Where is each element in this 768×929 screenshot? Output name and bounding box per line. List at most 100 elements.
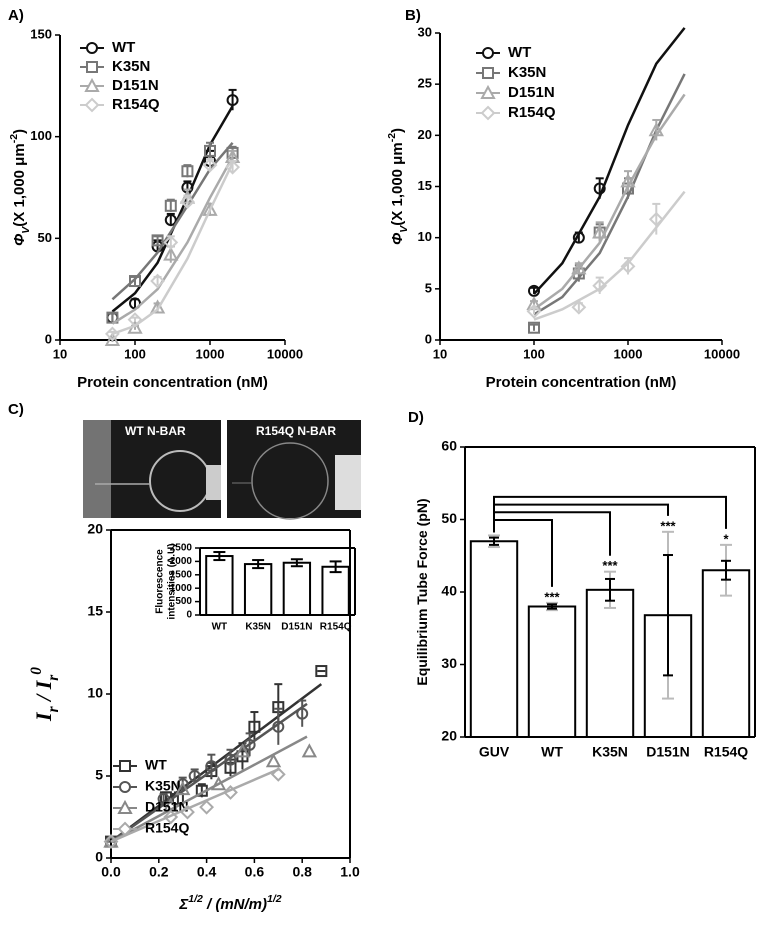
panel-label: B) xyxy=(405,7,421,24)
x-tick-label: 100 xyxy=(523,346,545,361)
label-part: 0 xyxy=(28,667,45,675)
y-axis-label: intensities (A.U) xyxy=(167,543,178,619)
x-tick-label: 10 xyxy=(433,346,447,361)
marker xyxy=(103,834,119,850)
y-tick-label: 0 xyxy=(45,331,52,346)
marker xyxy=(210,776,227,791)
legend-marker xyxy=(117,799,133,814)
x-tick-label: 1.0 xyxy=(340,864,360,880)
fit-line xyxy=(111,141,234,301)
x-tick-label: WT xyxy=(212,622,228,633)
label-part: / (mN/m) xyxy=(203,896,267,913)
bar xyxy=(282,561,312,616)
legend-marker xyxy=(84,97,100,113)
bar xyxy=(585,588,635,739)
marker xyxy=(243,738,256,751)
y-axis-label: Fluorescence xyxy=(155,549,166,614)
y-tick-label: 0 xyxy=(425,331,432,346)
x-tick-label: GUV xyxy=(479,744,510,760)
y-tick-label: 1500 xyxy=(170,569,193,580)
pipette xyxy=(335,455,361,510)
legend-marker xyxy=(482,47,494,59)
x-tick-label: R154Q xyxy=(320,622,352,633)
x-axis-label: Σ1/2 / (mN/m)1/2 xyxy=(178,893,281,913)
x-tick-label: 10000 xyxy=(267,346,303,361)
marker xyxy=(199,799,215,815)
y-tick-label: 0 xyxy=(95,849,103,865)
y-tick-label: 5 xyxy=(425,280,432,295)
marker xyxy=(163,809,179,825)
marker xyxy=(104,331,121,346)
legend-label: WT xyxy=(508,44,531,61)
marker xyxy=(181,165,194,178)
y-tick-label: 5 xyxy=(95,767,103,783)
marker xyxy=(571,260,587,275)
label-part: Equilibrium Tube Force (pN) xyxy=(414,498,430,685)
marker xyxy=(202,201,218,216)
legend-marker xyxy=(480,105,496,121)
y-tick-label: 50 xyxy=(38,230,52,245)
label-part: -2 xyxy=(386,133,398,142)
x-tick-label: 0.8 xyxy=(292,864,312,880)
fit-line xyxy=(111,162,234,336)
marker xyxy=(301,743,318,758)
marker xyxy=(163,246,179,261)
marker xyxy=(593,182,606,195)
marker xyxy=(164,214,177,227)
marker xyxy=(127,312,143,328)
x-tick-label: K35N xyxy=(592,744,628,760)
label-part: 1/2 xyxy=(267,893,282,905)
legend-marker xyxy=(86,42,98,54)
y-tick-label: 1000 xyxy=(170,583,193,594)
marker xyxy=(223,784,238,800)
legend-marker xyxy=(86,61,98,73)
y-tick-label: 50 xyxy=(441,510,457,526)
marker xyxy=(270,766,286,782)
legend-label: WT xyxy=(145,757,167,773)
error-bar xyxy=(250,711,259,742)
marker xyxy=(571,299,587,315)
y-axis-label: ΦV(X 1,000 μm-2) xyxy=(386,128,410,245)
error-bar xyxy=(228,88,237,111)
error-bar xyxy=(721,559,731,581)
marker xyxy=(224,753,237,766)
y-tick-label: 20 xyxy=(441,728,457,744)
y-tick-label: 150 xyxy=(30,26,52,41)
fit-line xyxy=(533,93,686,311)
legend-marker xyxy=(119,760,131,772)
legend-marker xyxy=(119,781,131,793)
marker xyxy=(205,760,218,773)
micrograph-label: R154Q N-BAR xyxy=(256,424,336,438)
legend-label: D151N xyxy=(145,799,189,815)
x-tick-label: D151N xyxy=(646,744,690,760)
legend-label: R154Q xyxy=(145,820,189,836)
y-tick-label: 10 xyxy=(87,685,103,701)
error-bar xyxy=(298,699,307,727)
legend-label: K35N xyxy=(145,778,181,794)
marker xyxy=(265,753,282,768)
x-tick-label: R154Q xyxy=(704,744,748,760)
significance: *** xyxy=(544,589,560,604)
marker xyxy=(226,94,239,107)
significance: *** xyxy=(660,518,676,533)
label-part: Φ xyxy=(11,233,28,246)
y-tick-label: 25 xyxy=(418,76,432,91)
error-bar xyxy=(652,202,661,235)
legend-label: K35N xyxy=(112,58,150,75)
x-tick-label: 1000 xyxy=(196,346,225,361)
error-bar xyxy=(274,707,283,745)
error-bar xyxy=(213,551,226,562)
error-bar xyxy=(595,177,604,199)
error-bar xyxy=(663,554,673,677)
marker xyxy=(528,321,540,334)
error-bar xyxy=(207,753,216,778)
marker xyxy=(592,224,608,239)
label-part: Σ xyxy=(178,896,189,913)
marker xyxy=(248,720,261,733)
marker xyxy=(234,743,251,758)
micrographs: WT N-BAR R154Q N-BAR xyxy=(83,420,361,520)
comparison-bracket xyxy=(493,495,727,533)
error-bar xyxy=(245,732,254,757)
y-tick-label: 40 xyxy=(441,583,457,599)
label-part: ) xyxy=(389,128,406,133)
